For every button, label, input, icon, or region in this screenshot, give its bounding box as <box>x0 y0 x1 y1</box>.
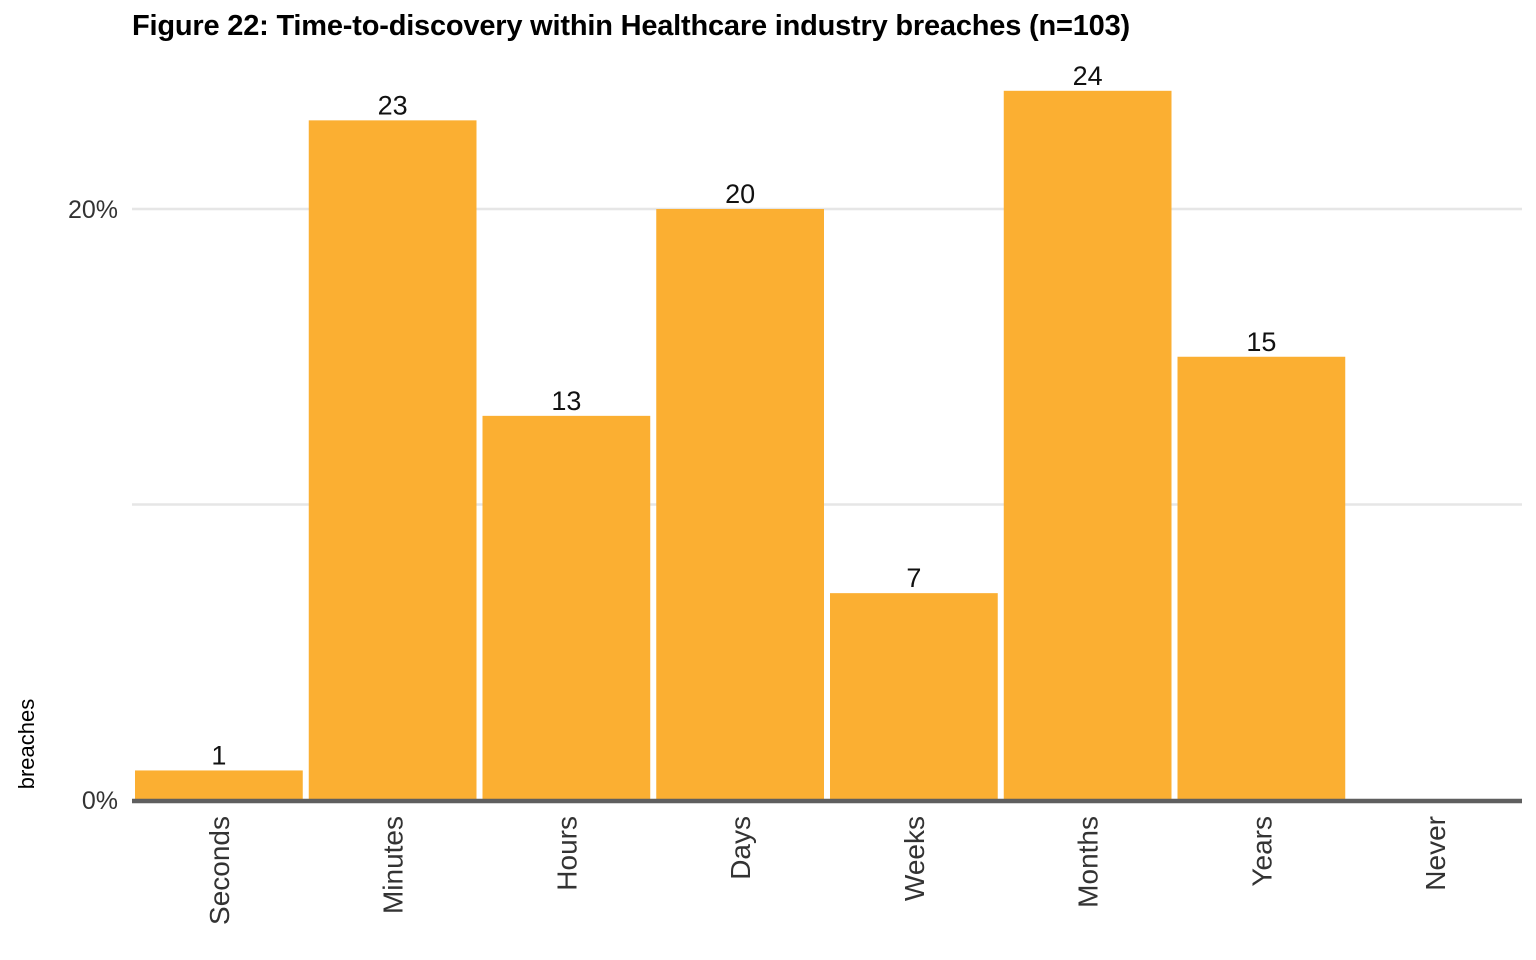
data-label: 7 <box>906 563 921 593</box>
bar-months <box>1003 90 1172 801</box>
bars <box>135 90 1346 801</box>
y-axis-ticks: 0% 20% <box>68 196 118 815</box>
bar-minutes <box>308 120 477 801</box>
data-label: 15 <box>1246 327 1276 357</box>
x-tick-label: Never <box>1420 816 1451 891</box>
bar-years <box>1177 356 1346 800</box>
data-label: 20 <box>725 179 755 209</box>
bar-hours <box>482 415 651 800</box>
data-label: 24 <box>1073 61 1103 91</box>
x-tick-label: Years <box>1246 816 1277 887</box>
bar-seconds <box>135 770 303 800</box>
data-labels: 1 23 13 20 7 24 15 <box>211 61 1276 771</box>
y-axis-title: breaches <box>14 699 39 790</box>
bar-days <box>656 209 824 800</box>
y-tick-label: 0% <box>82 787 118 815</box>
x-tick-label: Minutes <box>378 816 409 914</box>
y-tick-label: 20% <box>68 196 118 224</box>
x-tick-label: Hours <box>551 816 582 891</box>
data-label: 1 <box>211 740 226 770</box>
x-tick-label: Days <box>725 816 756 880</box>
data-label: 13 <box>551 386 581 416</box>
x-tick-label: Weeks <box>899 816 930 901</box>
x-tick-label: Months <box>1073 816 1104 908</box>
chart-title: Figure 22: Time-to-discovery within Heal… <box>132 10 1130 42</box>
x-tick-label: Seconds <box>204 816 235 925</box>
x-axis-ticks: Seconds Minutes Hours Days Weeks Months Years N… <box>204 816 1451 925</box>
data-label: 23 <box>378 90 408 120</box>
bar-weeks <box>830 593 998 800</box>
